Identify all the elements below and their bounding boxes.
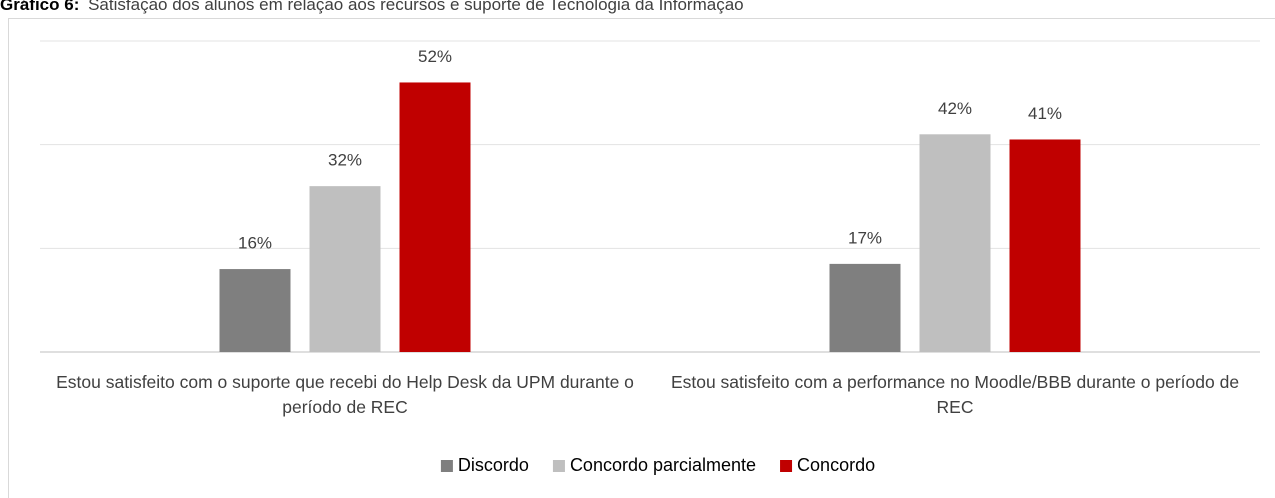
legend-label: Discordo (458, 455, 529, 475)
legend-label: Concordo (797, 455, 875, 475)
data-label: 16% (238, 234, 272, 253)
data-label: 52% (418, 47, 452, 66)
bar (1009, 139, 1081, 352)
chart-frame (8, 18, 1275, 498)
legend-swatch (440, 460, 453, 472)
bar (309, 186, 381, 352)
chart-caption: Gráfico 6: Satisfação dos alunos em rela… (0, 0, 744, 14)
x-tick-label: Estou satisfeito com a performance no Mo… (670, 372, 1240, 417)
data-label: 32% (328, 151, 362, 170)
data-label: 42% (938, 99, 972, 118)
data-label: 17% (848, 228, 882, 247)
figure-label: Gráfico 6: (0, 0, 79, 14)
data-label: 41% (1028, 104, 1062, 123)
legend-swatch (552, 460, 565, 472)
chart-title: Satisfação dos alunos em relação aos rec… (88, 0, 744, 14)
bar (399, 82, 471, 352)
legend-swatch (780, 460, 793, 472)
bar (829, 263, 901, 352)
bar (219, 269, 291, 352)
bar (919, 134, 991, 352)
legend-label: Concordo parcialmente (570, 455, 756, 475)
x-tick-label: Estou satisfeito com o suporte que receb… (56, 372, 634, 417)
